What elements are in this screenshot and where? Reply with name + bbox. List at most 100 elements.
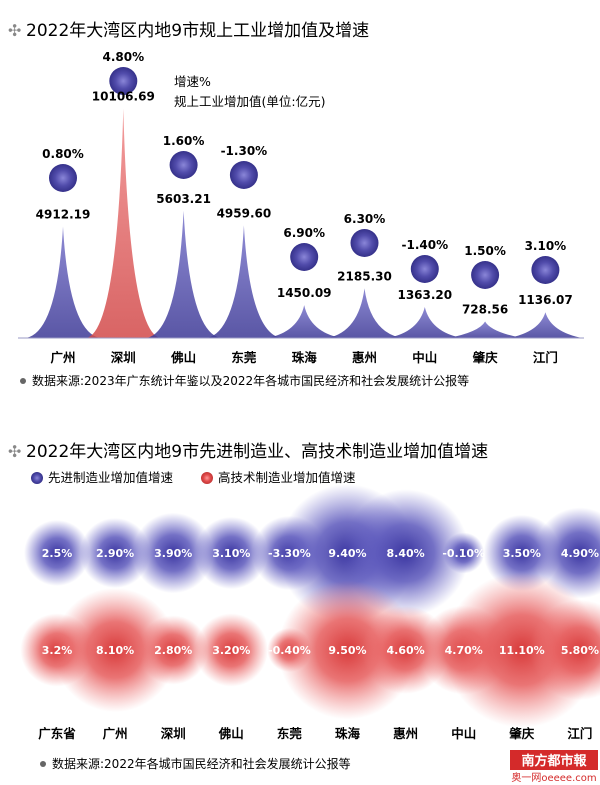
growth-label: -1.40% (401, 238, 448, 252)
legend-dot-advanced (31, 472, 43, 484)
category-label: 珠海 (292, 350, 318, 365)
growth-label: 6.90% (283, 226, 325, 240)
legend-growth: 增速% (174, 74, 211, 89)
category-label: 中山 (412, 350, 437, 365)
value-peak (146, 210, 221, 338)
value-label: 5603.21 (156, 192, 211, 206)
category-label: 江门 (567, 726, 592, 741)
bubble-label: 4.90% (561, 547, 599, 560)
category-label: 惠州 (352, 350, 377, 365)
bubble-label: 2.90% (96, 547, 134, 560)
growth-ball (229, 161, 258, 189)
chart2-header: ✣ 2022年大湾区内地9市先进制造业、高技术制造业增加值增速 (8, 442, 488, 462)
advanced-growth-bubble (80, 517, 151, 589)
category-label: 中山 (451, 726, 476, 741)
advanced-growth-bubble (195, 516, 268, 590)
bubble-label: 3.90% (154, 547, 192, 560)
growth-label: 1.60% (163, 134, 205, 148)
chart2-legend: 先进制造业增加值增速 高技术制造业增加值增速 (31, 470, 356, 485)
growth-ball (169, 151, 198, 179)
bubble-label: 4.60% (387, 644, 425, 657)
category-label: 惠州 (393, 726, 418, 741)
bubble-label: 3.50% (503, 547, 541, 560)
hightech-growth-bubble (194, 613, 268, 687)
plus-icon: ✣ (8, 442, 21, 461)
value-peak (267, 305, 342, 338)
value-label: 2185.30 (337, 269, 392, 283)
growth-label: 6.30% (344, 212, 386, 226)
chart1-header: ✣ 2022年大湾区内地9市规上工业增加值及增速 (8, 21, 369, 41)
value-peak (387, 307, 462, 338)
advanced-growth-bubble (24, 520, 90, 586)
plus-icon: ✣ (8, 21, 21, 40)
advanced-growth-bubble (534, 507, 600, 599)
chart1-source: 数据来源:2023年广东统计年鉴以及2022年各城市国民经济和社会发展统计公报等 (20, 373, 469, 388)
growth-ball (109, 67, 138, 95)
value-label: 1136.07 (518, 293, 573, 307)
category-label: 深圳 (111, 350, 136, 365)
legend-advanced: 先进制造业增加值增速 (48, 470, 174, 485)
category-label: 肇庆 (473, 350, 499, 365)
growth-label: 0.80% (42, 147, 84, 161)
category-label: 江门 (533, 350, 558, 365)
value-peak (86, 108, 161, 338)
growth-label: 1.50% (464, 244, 506, 258)
category-label: 广州 (103, 726, 128, 741)
growth-label: -1.30% (221, 144, 268, 158)
bubble-label: 5.80% (561, 644, 599, 657)
growth-label: 3.10% (525, 239, 567, 253)
legend-hightech: 高技术制造业增加值增速 (218, 470, 356, 485)
advanced-growth-bubble (132, 512, 214, 594)
legend-value: 规上工业增加值(单位:亿元) (174, 94, 325, 109)
chart2-bubbles (20, 484, 600, 728)
chart1-growth-balls (49, 67, 560, 289)
bullet-icon (20, 378, 26, 384)
site-text: 奥一网oeeee.com (511, 771, 596, 784)
value-label: 1363.20 (397, 288, 452, 302)
chart1-title: 2022年大湾区内地9市规上工业增加值及增速 (26, 21, 369, 41)
advanced-growth-bubble (443, 532, 485, 574)
chart1-source-text: 数据来源:2023年广东统计年鉴以及2022年各城市国民经济和社会发展统计公报等 (32, 373, 469, 388)
chart2-source: 数据来源:2022年各城市国民经济和社会发展统计公报等 (40, 756, 351, 771)
bubble-label: 3.10% (212, 547, 250, 560)
bubble-label: 8.10% (96, 644, 134, 657)
bubble-label: -0.40% (268, 644, 311, 657)
logo-text: 南方都市報 (521, 753, 587, 769)
hightech-growth-bubble (138, 615, 208, 685)
category-label: 广州 (50, 350, 75, 365)
growth-label: 4.80% (102, 50, 144, 64)
bubble-label: 3.2% (42, 644, 73, 657)
category-label: 珠海 (335, 726, 361, 741)
value-peak (26, 226, 100, 338)
bubble-label: 4.70% (445, 644, 483, 657)
bubble-label: 3.20% (212, 644, 250, 657)
growth-ball (49, 164, 77, 192)
growth-ball (290, 243, 319, 271)
value-label: 4912.19 (36, 207, 91, 221)
value-label: 4959.60 (217, 206, 272, 220)
bubble-label: -3.30% (268, 547, 311, 560)
bubble-label: 9.50% (328, 644, 366, 657)
growth-ball (471, 261, 500, 289)
value-peak (508, 312, 583, 338)
value-label: 10106.69 (92, 90, 155, 104)
chart1-legend: 增速% 规上工业增加值(单位:亿元) (174, 74, 325, 109)
bubble-label: 2.80% (154, 644, 192, 657)
category-label: 肇庆 (509, 726, 535, 741)
chart1-labels: 4912.19 0.80% 广州 10106.69 4.80% 深圳 5603.21 1.60… (36, 50, 573, 365)
category-label: 广东省 (38, 726, 76, 741)
legend-dot-hightech (201, 472, 213, 484)
chart2-title: 2022年大湾区内地9市先进制造业、高技术制造业增加值增速 (26, 442, 488, 462)
category-label: 佛山 (170, 350, 196, 365)
growth-ball (531, 256, 560, 284)
bubble-label: 8.40% (387, 547, 425, 560)
category-label: 东莞 (231, 350, 257, 365)
bubble-label: 9.40% (328, 547, 366, 560)
hightech-growth-bubble (52, 587, 178, 713)
value-peak (206, 225, 281, 338)
value-label: 728.56 (462, 302, 508, 316)
hightech-growth-bubble (529, 599, 600, 701)
bubble-label: -0.10% (442, 547, 485, 560)
category-label: 深圳 (161, 726, 186, 741)
